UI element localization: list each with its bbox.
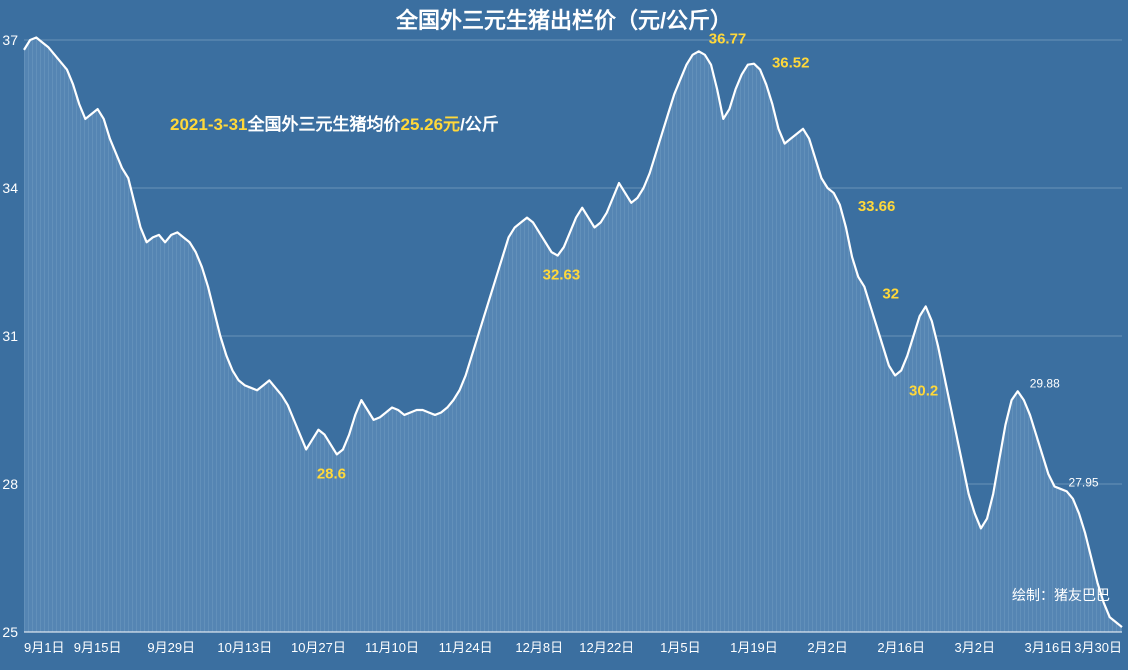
- point-label: 28.6: [317, 465, 346, 482]
- y-tick-label: 25: [2, 624, 18, 640]
- chart-svg: 25 28 31 34 37 9月1日 9月15日 9月29日 10月13日 10月27日 11月1…: [0, 0, 1128, 670]
- subtitle-date: 2021-3-31: [170, 115, 248, 134]
- point-label: 33.66: [858, 198, 896, 215]
- price-chart: 25 28 31 34 37 9月1日 9月15日 9月29日 10月13日 10月27日 11月1…: [0, 0, 1128, 670]
- point-label: 32.63: [543, 267, 581, 284]
- x-tick-label: 3月30日: [1074, 640, 1122, 655]
- y-tick-label: 34: [2, 180, 18, 196]
- subtitle-value: 25.26元: [401, 115, 461, 134]
- x-tick-label: 9月29日: [147, 640, 195, 655]
- y-tick-label: 37: [2, 32, 18, 48]
- point-label: 36.77: [709, 30, 747, 47]
- x-tick-label: 11月24日: [439, 640, 493, 655]
- subtitle-mid: 全国外三元生猪均价: [247, 114, 402, 134]
- point-label: 27.95: [1069, 475, 1099, 489]
- x-tick-label: 12月22日: [579, 640, 634, 655]
- x-tick-label: 9月1日: [24, 640, 64, 655]
- x-tick-label: 1月19日: [730, 640, 778, 655]
- x-tick-label: 3月2日: [955, 640, 995, 655]
- x-tick-label: 3月16日: [1025, 640, 1073, 655]
- x-tick-label: 1月5日: [660, 640, 700, 655]
- point-label: 30.2: [909, 382, 938, 399]
- point-label: 32: [882, 286, 899, 303]
- x-tick-label: 2月16日: [877, 640, 925, 655]
- chart-credit: 绘制：猪友巴巴: [1012, 587, 1110, 603]
- x-tick-label: 10月13日: [217, 640, 272, 655]
- subtitle-suffix: /公斤: [460, 115, 499, 134]
- x-tick-label: 10月27日: [291, 640, 346, 655]
- point-label: 36.52: [772, 55, 810, 72]
- x-tick-label: 11月10日: [365, 640, 419, 655]
- y-tick-label: 28: [2, 476, 18, 492]
- x-tick-label: 12月8日: [515, 640, 563, 655]
- chart-subtitle: 2021-3-31全国外三元生猪均价25.26元/公斤: [170, 114, 499, 134]
- y-tick-label: 31: [2, 328, 18, 344]
- point-label: 29.88: [1030, 376, 1060, 390]
- x-tick-label: 9月15日: [74, 640, 122, 655]
- x-tick-label: 2月2日: [807, 640, 847, 655]
- chart-title: 全国外三元生猪出栏价（元/公斤）: [395, 8, 732, 33]
